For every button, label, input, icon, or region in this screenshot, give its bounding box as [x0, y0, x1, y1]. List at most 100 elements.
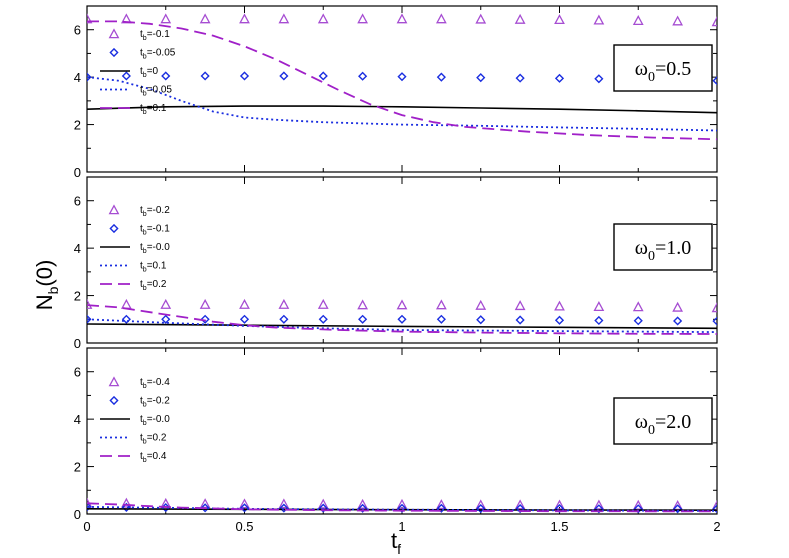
series-t-b--0.2-point [160, 298, 172, 309]
legend-label: tb=0.05 [140, 85, 172, 98]
legend-label: tb=-0.05 [140, 48, 176, 61]
series-t-b--0.1-point [594, 315, 604, 326]
legend-marker [109, 223, 119, 234]
series-t-b--0.1-point [672, 15, 684, 26]
series-t-b-0.4-line [87, 502, 717, 513]
series-t-b--0.05-point [239, 71, 250, 81]
series-t-b--0.2-point [120, 298, 132, 309]
legend-marker [108, 28, 120, 39]
panel-label: ω0=1.0 [635, 237, 691, 264]
series-t-b--0.4-point [239, 498, 250, 509]
series-t-b--0.4-point [357, 498, 369, 509]
legend-label: tb=0.4 [140, 451, 167, 464]
legend-label-sub: b [143, 230, 147, 237]
x-tick-label: 0 [83, 519, 90, 534]
legend-label: tb=0 [140, 66, 159, 79]
series-t-b--0.2-point [358, 503, 368, 513]
panel-label-sub: 0 [648, 423, 655, 438]
legend-label-sub: b [143, 109, 147, 116]
panel-label-value: =2.0 [655, 411, 691, 433]
series-t-b--0.1-point [633, 316, 643, 326]
legend-label-main: t [140, 414, 143, 425]
legend-label: tb=-0.0 [140, 242, 170, 255]
series-t-b--0.05-point [594, 74, 604, 84]
series-group [87, 298, 717, 335]
legend-label-tail: =0.2 [147, 279, 167, 290]
legend-label-main: t [140, 242, 143, 253]
legend-label-sub: b [143, 54, 147, 61]
series-t-b--0.4-point [593, 499, 605, 510]
series-t-b--0.4-point [514, 499, 526, 510]
series-t-b--0.1-point [515, 315, 525, 325]
legend-label-sub: b [143, 420, 147, 427]
panel-label-prefix: ω [635, 237, 648, 259]
legend-label-tail: =0.1 [147, 261, 167, 272]
series-t-b--0.05-point [397, 72, 407, 82]
legend-label: tb=0.1 [140, 103, 167, 116]
series-t-b--0.4-point [711, 500, 717, 511]
series-t-b--0.1-point [87, 13, 93, 24]
series-t-b--0.2-point [239, 298, 250, 309]
legend-label-sub: b [143, 439, 147, 446]
legend-label-main: t [140, 48, 143, 59]
legend-marker [109, 47, 119, 58]
series-t-b--0.2-point [514, 300, 526, 311]
legend-label: tb=-0.4 [140, 377, 170, 390]
legend-label-tail: =-0.4 [147, 377, 171, 388]
series-t-b--0.1-point [475, 13, 487, 24]
y-tick-label: 4 [74, 241, 81, 256]
series-t-b--0.1-point [161, 314, 171, 324]
legend-label-tail: =0 [147, 66, 159, 77]
legend-label-tail: =-0.0 [147, 242, 171, 253]
series-t-b--0.05-point [87, 72, 92, 82]
series-t-b--0.1-point [357, 13, 369, 24]
y-axis-title: Nb(0) [32, 260, 61, 311]
y-axis-title-tail: (0) [32, 260, 57, 287]
series-t-b--0.1-point [160, 13, 172, 24]
legend: tb=-0.4tb=-0.2tb=-0.0tb=0.2tb=0.4 [100, 376, 171, 464]
series-t-b-0-line [87, 105, 717, 114]
y-tick-label: 4 [74, 412, 81, 427]
legend: tb=-0.2tb=-0.1tb=-0.0tb=0.1tb=0.2 [100, 204, 171, 292]
series-t-b--0.05-point [554, 73, 565, 83]
series-t-b--0.2-point [712, 504, 717, 514]
series-t-b--0.2-point [357, 299, 369, 310]
panel-label-prefix: ω [635, 411, 648, 433]
y-tick-label: 6 [74, 23, 81, 38]
legend-label: tb=0.1 [140, 261, 167, 274]
series-t-b--0.05-point [515, 73, 525, 83]
series-t-b--0.1-point [476, 315, 486, 325]
panel-label-value: =0.5 [655, 58, 691, 80]
panel-label: ω0=2.0 [635, 411, 691, 438]
legend-label-tail: =-0.0 [147, 414, 171, 425]
legend-marker [108, 204, 120, 215]
legend-label-tail: =-0.2 [147, 205, 171, 216]
legend-label-main: t [140, 261, 143, 272]
series-t-b--0.4-point [120, 497, 132, 508]
series-group [87, 13, 717, 141]
series-t-b--0.2-point [436, 503, 446, 513]
y-tick-label: 2 [74, 118, 81, 133]
series-t-b--0.05-point [279, 71, 289, 81]
y-axis-title-main: N [32, 294, 57, 310]
panel-label-value: =1.0 [655, 237, 691, 259]
legend-label-main: t [140, 103, 143, 114]
legend-marker [108, 376, 120, 387]
series-t-b--0.4-point [475, 499, 487, 510]
legend-label-tail: =-0.1 [147, 224, 171, 235]
y-tick-label: 0 [74, 507, 81, 522]
y-tick-label: 2 [74, 460, 81, 475]
x-axis-title-main: t [391, 528, 397, 553]
series-t-b--0.0-line [87, 323, 717, 330]
legend-label-tail: =0.05 [147, 85, 173, 96]
series-t-b--0.1-point [279, 314, 289, 324]
x-tick-label: 1 [398, 519, 405, 534]
series-t-b--0.1-point [712, 316, 717, 326]
y-tick-label: 6 [74, 365, 81, 380]
series-t-b--0.05-point [476, 73, 486, 83]
series-t-b--0.1-point [397, 314, 407, 324]
series-t-b--0.05-point [712, 76, 717, 86]
series-t-b--0.2-point [199, 298, 211, 309]
